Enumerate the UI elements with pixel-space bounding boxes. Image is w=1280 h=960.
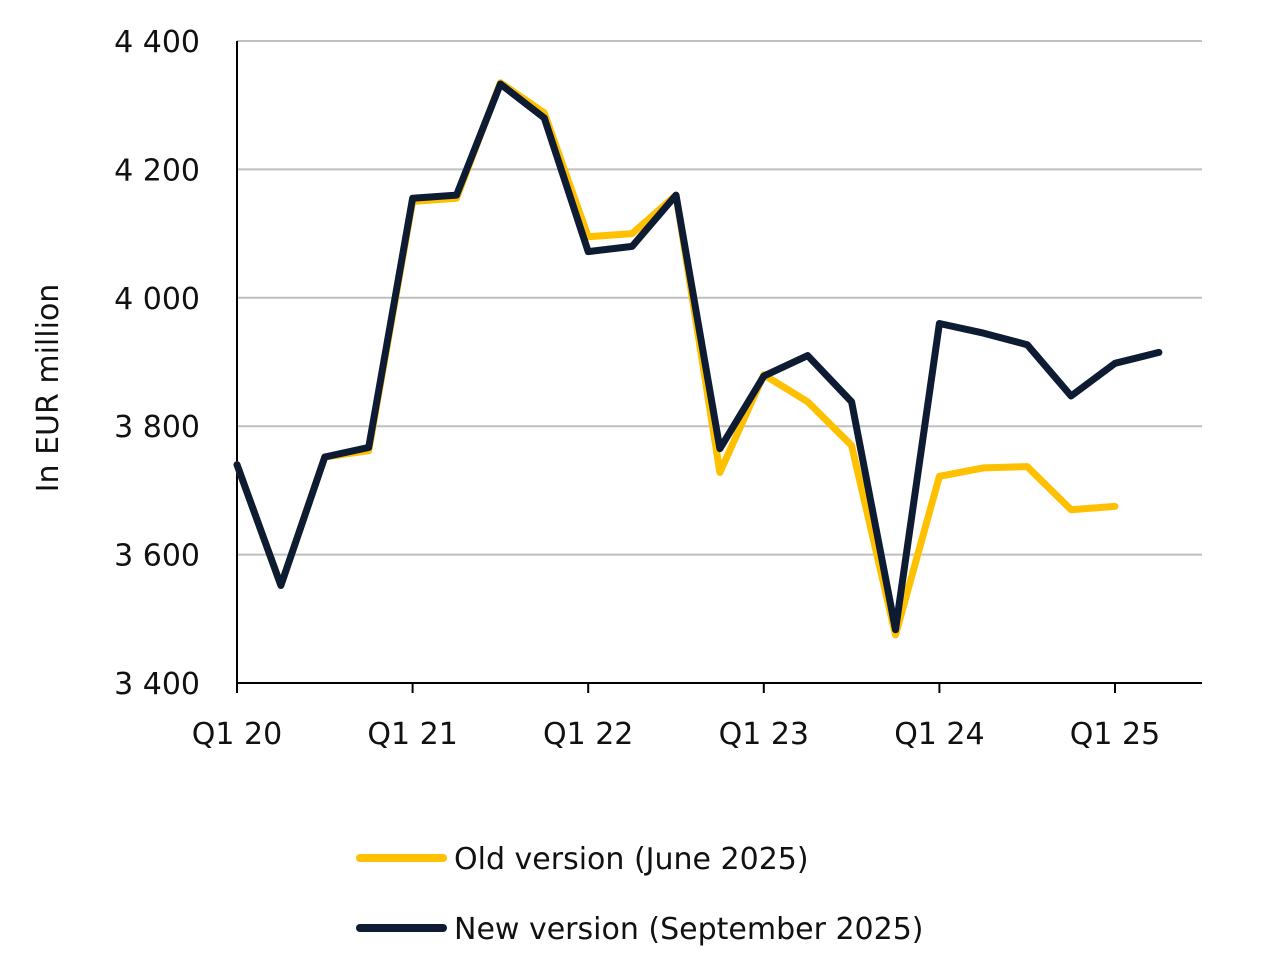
series-line-new-version xyxy=(233,80,1163,634)
x-tick-label: Q1 21 xyxy=(367,717,457,752)
series-lines xyxy=(233,79,1163,639)
axes xyxy=(236,41,1202,693)
legend-label: New version (September 2025) xyxy=(454,912,924,947)
x-tick-label: Q1 24 xyxy=(894,717,984,752)
y-tick-label: 4 400 xyxy=(114,25,200,60)
y-axis-title: In EUR million xyxy=(31,284,66,493)
y-tick-label: 4 200 xyxy=(114,153,200,188)
gridlines xyxy=(237,40,1202,556)
series-line-old-version xyxy=(233,79,1119,639)
legend: Old version (June 2025) New version (Sept… xyxy=(356,842,924,947)
x-tick-label: Q1 25 xyxy=(1070,717,1160,752)
y-tick-label: 3 800 xyxy=(114,410,200,445)
tick-labels: 3 400 3 600 3 800 4 000 4 200 4 400 Q1 20 Q1 21… xyxy=(114,25,1160,752)
x-tick-label: Q1 23 xyxy=(719,717,809,752)
y-tick-label: 3 600 xyxy=(114,539,200,574)
y-tick-label: 3 400 xyxy=(114,667,200,702)
x-tick-label: Q1 22 xyxy=(543,717,633,752)
x-tick-label: Q1 20 xyxy=(192,717,282,752)
legend-label: Old version (June 2025) xyxy=(454,842,809,877)
y-tick-label: 4 000 xyxy=(114,282,200,317)
